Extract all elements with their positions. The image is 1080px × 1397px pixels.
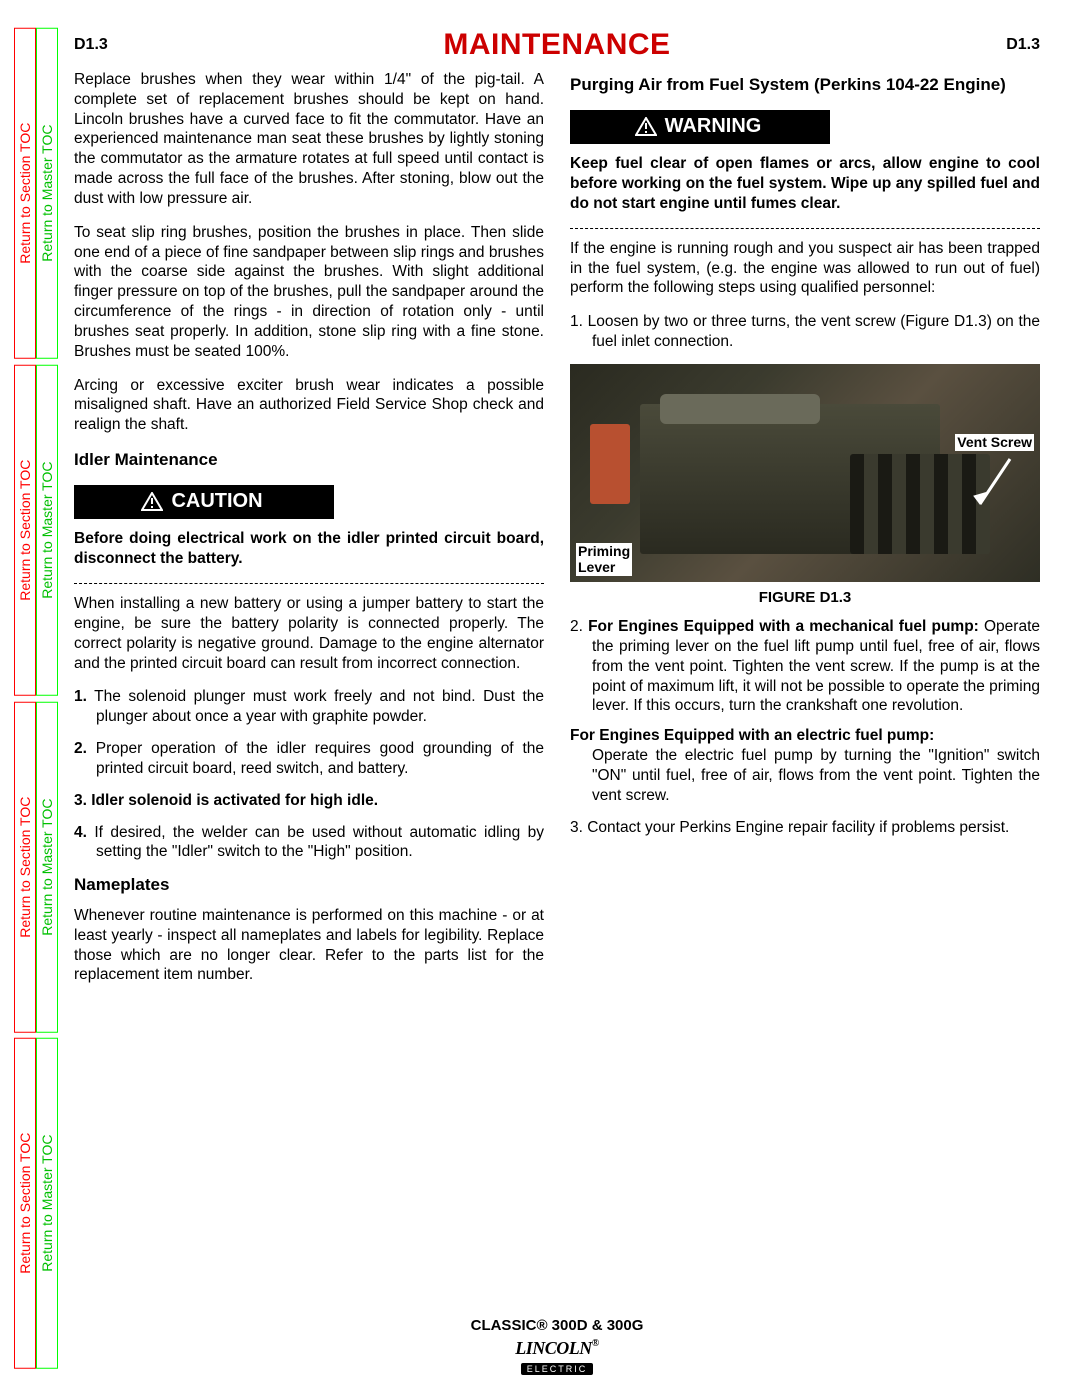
page-title: MAINTENANCE [443,28,670,62]
idler-battery-para: When installing a new battery or using a… [74,594,544,673]
purging-step: 2. For Engines Equipped with a mechanica… [570,617,1040,805]
idler-list-item: 4. If desired, the welder can be used wi… [74,823,544,863]
caution-box: CAUTION [74,485,334,520]
section-toc-column: Return to Section TOC Return to Section … [14,28,36,1369]
caution-label: CAUTION [171,489,262,515]
logo-brand-top: LINCOLN® [515,1338,598,1359]
purging-step: 3. Contact your Perkins Engine repair fa… [570,818,1040,838]
nameplates-para: Whenever routine maintenance is performe… [74,906,544,985]
purging-intro-para: If the engine is running rough and you s… [570,239,1040,298]
idler-maintenance-heading: Idler Maintenance [74,449,544,471]
page-header: D1.3 MAINTENANCE D1.3 [74,28,1040,62]
warning-text: Keep fuel clear of open flames or arcs, … [570,154,1040,213]
return-master-toc-tab[interactable]: Return to Master TOC [36,365,58,696]
page-footer: CLASSIC® 300D & 300G LINCOLN® ELECTRIC [74,1317,1040,1377]
warning-triangle-icon [141,492,163,511]
purging-heading: Purging Air from Fuel System (Perkins 10… [570,74,1040,96]
return-section-toc-tab[interactable]: Return to Section TOC [14,702,36,1033]
purging-steps: 1. Loosen by two or three turns, the ven… [570,312,1040,352]
slip-ring-para: To seat slip ring brushes, position the … [74,223,544,362]
purging-steps-cont: 2. For Engines Equipped with a mechanica… [570,617,1040,837]
nameplates-heading: Nameplates [74,874,544,896]
left-column: Replace brushes when they wear within 1/… [74,70,544,999]
warning-box: WARNING [570,110,830,145]
figure-d1-3: Vent Screw Priming Lever [570,364,1040,582]
purging-step: 1. Loosen by two or three turns, the ven… [570,312,1040,352]
arcing-para: Arcing or excessive exciter brush wear i… [74,376,544,435]
return-master-toc-tab[interactable]: Return to Master TOC [36,702,58,1033]
idler-list-item: 3. Idler solenoid is activated for high … [74,791,544,811]
return-section-toc-tab[interactable]: Return to Section TOC [14,1038,36,1369]
header-left-code: D1.3 [74,36,108,54]
page-content: D1.3 MAINTENANCE D1.3 Replace brushes wh… [74,28,1040,1377]
divider [74,583,544,584]
return-section-toc-tab[interactable]: Return to Section TOC [14,365,36,696]
master-toc-column: Return to Master TOC Return to Master TO… [36,28,58,1369]
logo-brand-bottom: ELECTRIC [521,1363,594,1375]
idler-list-item: 2. Proper operation of the idler require… [74,739,544,779]
header-right-code: D1.3 [1006,36,1040,54]
idler-list: 1. The solenoid plunger must work freely… [74,687,544,862]
figure-caption: FIGURE D1.3 [570,588,1040,607]
return-master-toc-tab[interactable]: Return to Master TOC [36,28,58,359]
side-tab-container: Return to Section TOC Return to Section … [14,28,58,1369]
idler-list-item: 1. The solenoid plunger must work freely… [74,687,544,727]
brush-replace-para: Replace brushes when they wear within 1/… [74,70,544,209]
footer-model-text: CLASSIC® 300D & 300G [74,1317,1040,1334]
divider [570,228,1040,229]
lincoln-electric-logo: LINCOLN® ELECTRIC [515,1338,598,1377]
priming-lever-label: Priming Lever [576,543,632,576]
return-section-toc-tab[interactable]: Return to Section TOC [14,28,36,359]
vent-screw-label: Vent Screw [955,434,1034,451]
caution-text: Before doing electrical work on the idle… [74,529,544,569]
two-column-layout: Replace brushes when they wear within 1/… [74,70,1040,999]
right-column: Purging Air from Fuel System (Perkins 10… [570,70,1040,999]
warning-triangle-icon [635,117,657,136]
warning-label: WARNING [665,114,762,140]
return-master-toc-tab[interactable]: Return to Master TOC [36,1038,58,1369]
